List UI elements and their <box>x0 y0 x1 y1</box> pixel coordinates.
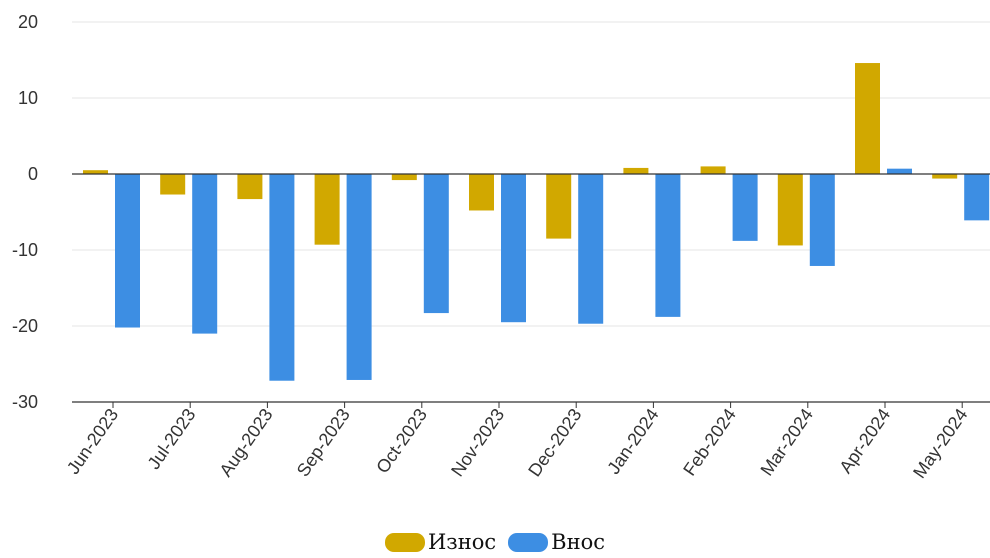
bar-iznos <box>469 174 494 211</box>
x-tick-label: May-2024 <box>909 405 971 482</box>
x-tick-label: Jul-2023 <box>143 405 199 473</box>
x-tick-label: Jun-2023 <box>63 405 122 478</box>
bar-iznos <box>932 174 958 179</box>
bar-vnos <box>964 174 990 221</box>
bar-vnos <box>346 174 372 380</box>
y-tick-label: 20 <box>18 12 38 32</box>
bar-vnos <box>732 174 758 241</box>
bar-iznos <box>546 174 572 239</box>
bar-vnos <box>269 174 295 381</box>
x-tick-label: Nov-2023 <box>447 405 508 480</box>
bar-vnos <box>501 174 526 323</box>
bar-iznos <box>83 170 108 174</box>
y-tick-label: 0 <box>28 164 38 184</box>
bar-iznos <box>391 174 417 181</box>
bar-vnos <box>423 174 449 314</box>
bar-iznos <box>237 174 263 200</box>
x-tick-label: Mar-2024 <box>757 405 818 480</box>
x-tick-label: Sep-2023 <box>293 405 354 480</box>
bar-vnos <box>809 174 835 266</box>
legend-swatch-iznos <box>384 532 425 552</box>
axes <box>72 173 990 403</box>
bar-iznos <box>777 174 803 246</box>
bar-vnos <box>887 168 912 174</box>
x-tick-label: Oct-2023 <box>372 405 431 477</box>
y-tick-label: 10 <box>18 88 38 108</box>
bar-iznos <box>160 174 186 195</box>
y-tick-label: -20 <box>12 316 38 336</box>
bar-iznos <box>855 63 880 174</box>
legend-label-iznos: Износ <box>427 530 497 554</box>
legend-label-vnos: Внос <box>551 530 605 554</box>
bar-iznos <box>314 174 340 245</box>
x-tick-label: Apr-2024 <box>835 405 894 477</box>
legend: Износ Внос <box>0 530 990 554</box>
x-tick-label: Jan-2024 <box>603 405 662 478</box>
bar-iznos <box>623 167 649 174</box>
bar-vnos <box>115 174 140 328</box>
legend-swatch-vnos <box>508 532 549 552</box>
y-tick-label: -10 <box>12 240 38 260</box>
legend-item-iznos[interactable]: Износ <box>384 530 497 554</box>
gridlines <box>72 21 990 327</box>
x-tick-label: Aug-2023 <box>216 405 277 480</box>
bars <box>83 63 990 381</box>
bar-iznos <box>700 166 726 174</box>
bar-vnos <box>578 174 604 324</box>
legend-item-vnos[interactable]: Внос <box>508 530 605 554</box>
x-tick-label: Feb-2024 <box>679 405 740 480</box>
bar-vnos <box>655 174 681 317</box>
x-axis-tick-labels: Jun-2023 Jul-2023 Aug-2023 Sep-2023 Oct-2023… <box>63 402 971 482</box>
bar-vnos <box>192 174 218 334</box>
x-tick-label: Dec-2023 <box>524 405 585 480</box>
y-tick-label: -30 <box>12 392 38 412</box>
y-axis-tick-labels: 20 10 0 -10 -20 -30 <box>12 12 38 412</box>
